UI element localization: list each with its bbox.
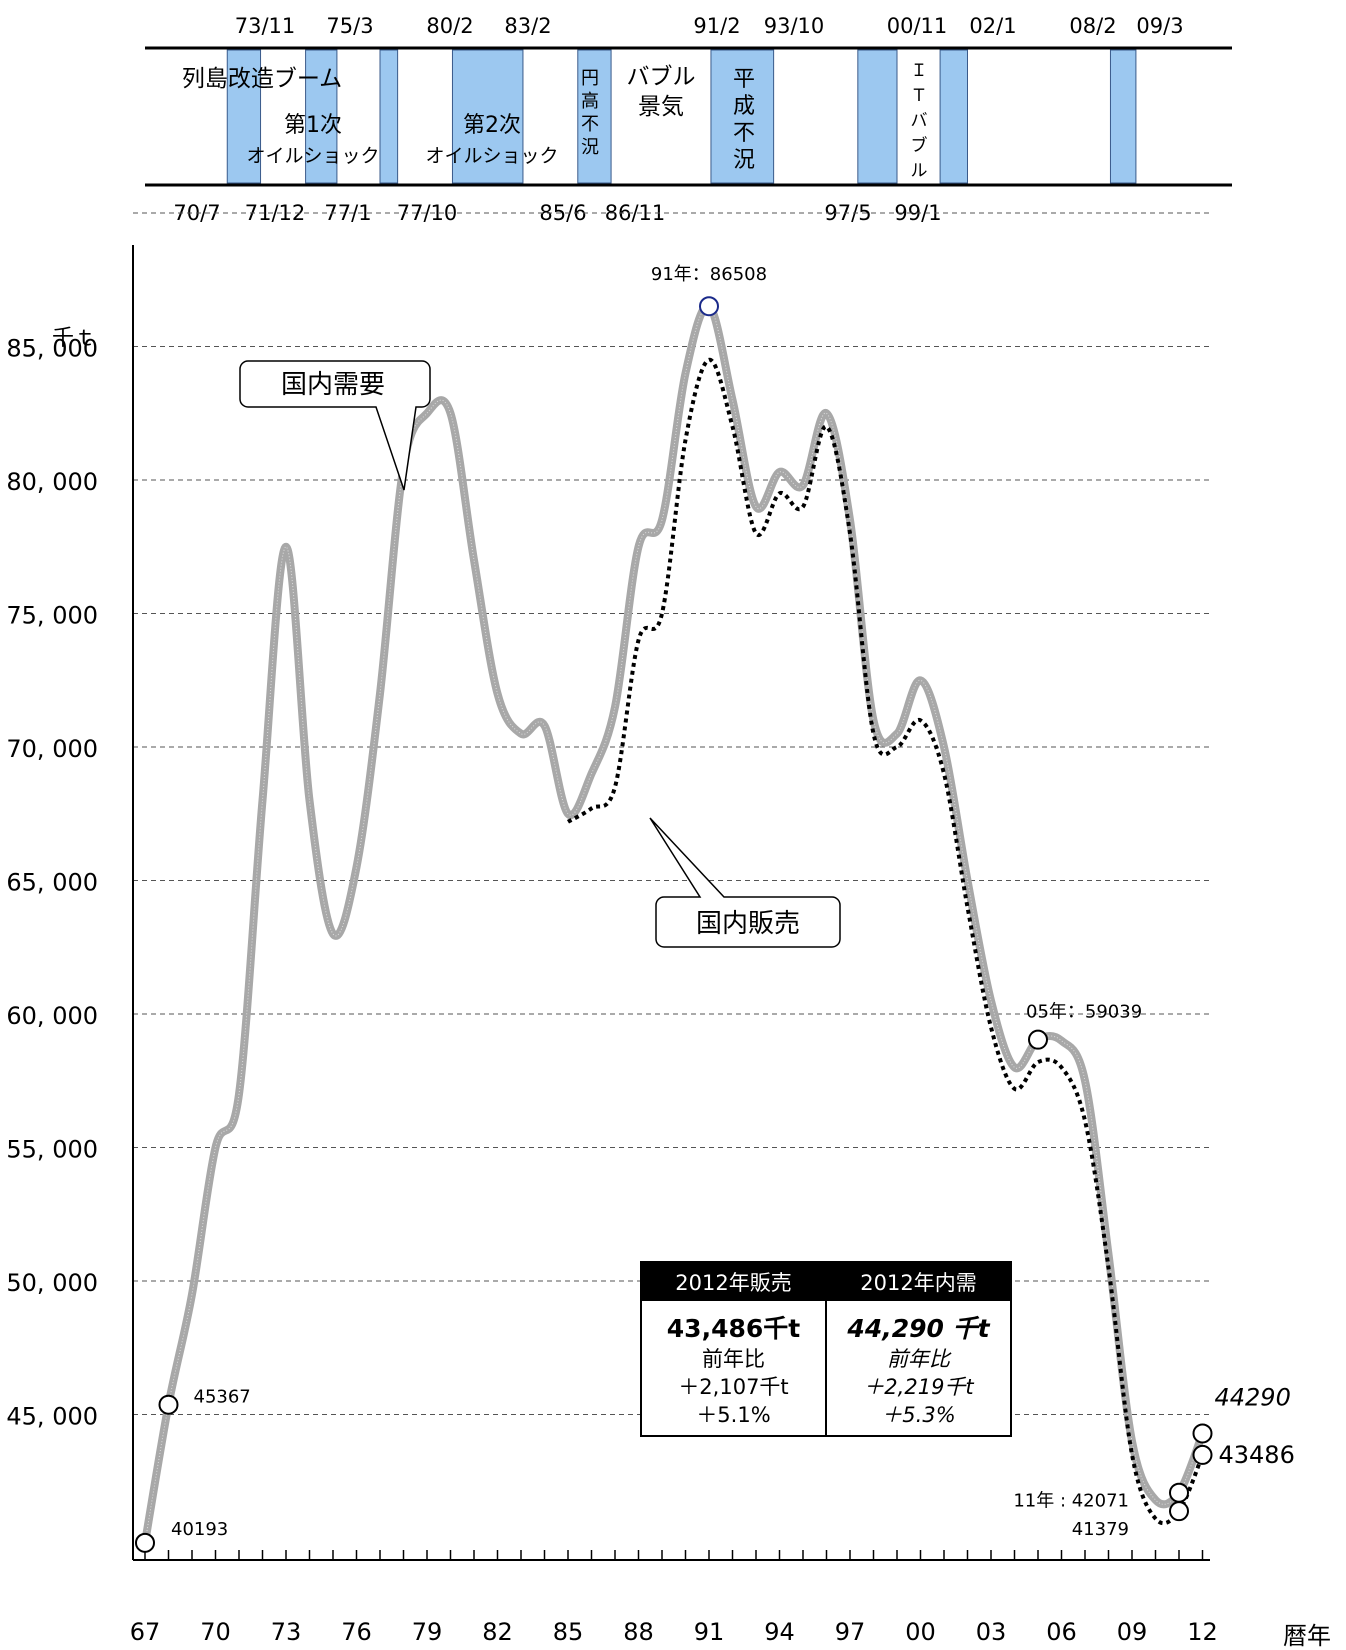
x-tick-label: 73	[271, 1618, 302, 1646]
callout-sales-bubble	[649, 817, 841, 948]
x-tick-label: 94	[764, 1618, 795, 1646]
y-tick-label: 50, 000	[6, 1269, 98, 1297]
period-label: 景気	[638, 94, 684, 120]
timeline-top-date: 02/1	[969, 14, 1016, 38]
timeline-top-date: 08/2	[1069, 14, 1116, 38]
x-tick-label: 12	[1187, 1618, 1218, 1646]
period-label: 第1次	[284, 113, 342, 138]
period-label: 列島改造ブーム	[182, 66, 342, 92]
demand-summary: 2012年内需 44,290 千t 前年比 ＋2,219千t ＋5.3%	[825, 1263, 1010, 1435]
y-unit-label: 千ｔ	[52, 326, 96, 351]
callout-demand-bubble	[239, 360, 431, 491]
timeline-top-date: 83/2	[504, 14, 551, 38]
x-tick-label: 00	[905, 1618, 936, 1646]
recession-bar	[577, 49, 612, 184]
economic-timeline: 73/11 75/3 80/2 83/2 91/2 93/10 00/11 02/1 08/2 0…	[145, 14, 1232, 225]
callout-demand-label: 国内需要	[281, 370, 385, 400]
x-tick-label: 76	[341, 1618, 372, 1646]
data-point-marker	[158, 1394, 179, 1415]
data-point-marker	[135, 1532, 155, 1553]
x-tick-label: 88	[623, 1618, 654, 1646]
recession-bar	[857, 49, 898, 184]
point-markers: 40193 45367 91年：86508 05年：59039 11年 : 42071 4…	[135, 264, 1295, 1553]
y-tick-label: 85, 000	[6, 335, 98, 363]
timeline-top-date: 91/2	[693, 14, 740, 38]
x-tick-label: 70	[200, 1618, 231, 1646]
data-label: 91年：86508	[651, 264, 767, 285]
timeline-top-date: 00/11	[887, 14, 948, 38]
sales-summary-header: 2012年販売	[642, 1263, 825, 1301]
data-point-marker	[699, 296, 719, 317]
summary-box: 2012年販売 43,486千t 前年比 ＋2,107千t ＋5.1% 2012…	[640, 1261, 1012, 1437]
x-tick-label: 91	[694, 1618, 725, 1646]
x-tick-label: 79	[412, 1618, 443, 1646]
data-point-marker	[1192, 1423, 1213, 1444]
data-label: 40193	[171, 1519, 228, 1540]
data-point-marker	[1028, 1029, 1048, 1050]
recession-bar	[1109, 49, 1137, 184]
period-label: オイルショック	[246, 145, 379, 167]
timeline-top-date: 93/10	[764, 14, 825, 38]
period-label: 平成不況	[733, 67, 755, 173]
recession-bar	[379, 49, 399, 184]
timeline-top-date: 09/3	[1136, 14, 1183, 38]
y-tick-label: 80, 000	[6, 468, 98, 496]
demand-summary-line1: 前年比	[887, 1347, 950, 1371]
y-tick-label: 70, 000	[6, 735, 98, 763]
y-tick-label: 55, 000	[6, 1136, 98, 1164]
recession-bar	[226, 49, 262, 184]
x-tick-label: 82	[482, 1618, 513, 1646]
x-tick-label: 67	[130, 1618, 161, 1646]
sales-summary-line2: ＋2,107千t	[678, 1375, 789, 1399]
sales-summary-line1: 前年比	[702, 1347, 765, 1371]
x-tick-label: 03	[976, 1618, 1007, 1646]
series-line-demand-texture	[144, 305, 1203, 1543]
recession-bar	[710, 49, 775, 184]
x-tick-label: 06	[1046, 1618, 1077, 1646]
timeline-top-date: 75/3	[326, 14, 373, 38]
sales-summary-line3: ＋5.1%	[696, 1403, 771, 1427]
recession-bar	[451, 49, 524, 184]
period-label: バブル	[627, 64, 696, 90]
recession-bar	[305, 49, 338, 184]
data-label: 11年 : 42071	[1013, 1491, 1129, 1512]
recession-bar	[939, 49, 968, 184]
timeline-top-date: 73/11	[235, 14, 296, 38]
series-layer	[141, 302, 1207, 1544]
data-point-marker	[1169, 1501, 1189, 1522]
demand-summary-value: 44,290 千t	[847, 1314, 990, 1343]
y-tick-label: 45, 000	[6, 1403, 98, 1431]
series-line-sales	[566, 357, 1205, 1526]
data-label: 44290	[1215, 1383, 1291, 1411]
callout-sales-label: 国内販売	[696, 909, 800, 939]
period-label: 円高不況	[581, 68, 599, 158]
period-label: ＩＴバブル	[911, 61, 928, 181]
demand-summary-line2: ＋2,219千t	[863, 1375, 974, 1399]
axes: 45, 000 50, 000 55, 000 60, 000 65, 000 70, 0…	[6, 245, 1331, 1650]
x-tick-label: 97	[835, 1618, 866, 1646]
data-label: 41379	[1072, 1519, 1129, 1540]
period-label: オイルショック	[425, 145, 558, 167]
sales-summary: 2012年販売 43,486千t 前年比 ＋2,107千t ＋5.1%	[642, 1263, 825, 1435]
demand-summary-line3: ＋5.3%	[881, 1403, 956, 1427]
data-label: 43486	[1219, 1441, 1295, 1469]
x-tick-label: 85	[553, 1618, 584, 1646]
y-tick-label: 65, 000	[6, 869, 98, 897]
y-tick-label: 60, 000	[6, 1002, 98, 1030]
period-label: 第2次	[463, 113, 521, 138]
data-point-marker	[1192, 1444, 1213, 1465]
sales-summary-value: 43,486千t	[666, 1314, 801, 1343]
data-point-marker	[1169, 1482, 1189, 1503]
x-unit-label: 暦年	[1283, 1622, 1331, 1650]
data-label: 45367	[194, 1387, 251, 1408]
y-tick-label: 75, 000	[6, 602, 98, 630]
x-tick-label: 09	[1117, 1618, 1148, 1646]
demand-summary-header: 2012年内需	[827, 1263, 1010, 1301]
data-label: 05年：59039	[1026, 1002, 1142, 1023]
timeline-top-date: 80/2	[426, 14, 473, 38]
timeline-bottom-date: 85/6	[539, 201, 586, 225]
